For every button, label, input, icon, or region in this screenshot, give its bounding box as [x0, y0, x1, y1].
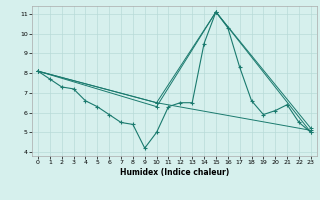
X-axis label: Humidex (Indice chaleur): Humidex (Indice chaleur) — [120, 168, 229, 177]
